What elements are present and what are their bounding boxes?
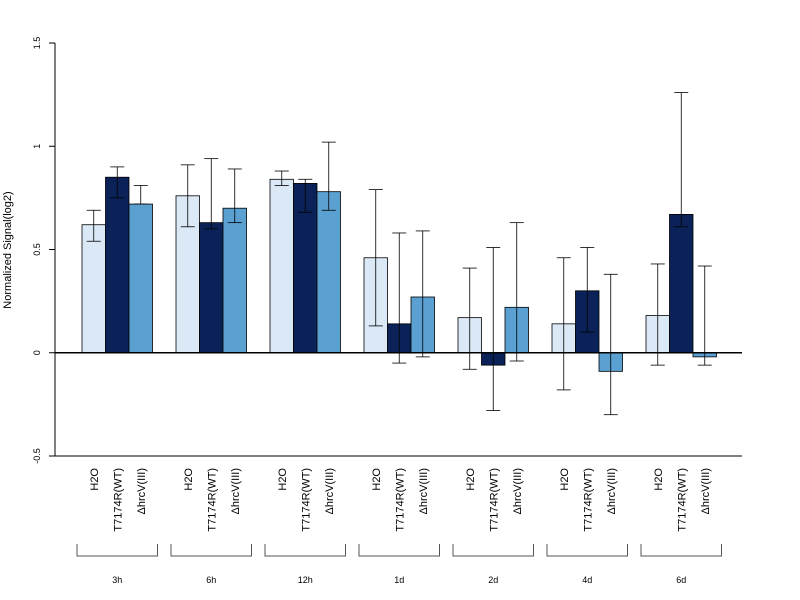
bar — [105, 176, 130, 354]
bar-label: T7174R(WT) — [206, 468, 218, 532]
group-label: 6d — [676, 575, 686, 585]
group-bracket — [76, 544, 158, 557]
bar-label: T7174R(WT) — [394, 468, 406, 532]
group-bracket — [264, 544, 346, 557]
bar — [669, 213, 694, 354]
bar-label: T7174R(WT) — [676, 468, 688, 532]
bar-label: H2O — [89, 468, 101, 491]
bar-label: H2O — [559, 468, 571, 491]
bar-label: ΔhrcV(III) — [512, 468, 524, 514]
bar-label: H2O — [371, 468, 383, 491]
y-tick-label: 1.5 — [32, 37, 42, 50]
group-bracket — [358, 544, 440, 557]
group-label: 1d — [394, 575, 404, 585]
group-label: 4d — [582, 575, 592, 585]
bar-label: H2O — [183, 468, 195, 491]
group-bracket — [452, 544, 534, 557]
bar — [199, 222, 224, 354]
group-label: 2d — [488, 575, 498, 585]
bar — [222, 207, 247, 354]
group-bracket — [640, 544, 722, 557]
y-axis-title: Normalized Signal(log2) — [2, 191, 14, 308]
bar-label: ΔhrcV(III) — [700, 468, 712, 514]
group-label: 6h — [206, 575, 216, 585]
bar-label: ΔhrcV(III) — [230, 468, 242, 514]
y-tick-label: -0.5 — [32, 448, 42, 464]
y-tick-label: 0 — [32, 350, 42, 355]
bar — [269, 178, 294, 354]
bar-label: H2O — [277, 468, 289, 491]
group-bracket — [170, 544, 252, 557]
bar — [128, 203, 153, 354]
group-bracket — [546, 544, 628, 557]
bar-label: T7174R(WT) — [112, 468, 124, 532]
bar-label: H2O — [653, 468, 665, 491]
bar-label: ΔhrcV(III) — [324, 468, 336, 514]
bar-label: T7174R(WT) — [582, 468, 594, 532]
y-tick-label: 0.5 — [32, 243, 42, 256]
bar-label: ΔhrcV(III) — [606, 468, 618, 514]
y-tick-label: 1 — [32, 144, 42, 149]
group-label: 3h — [112, 575, 122, 585]
group-label: 12h — [298, 575, 313, 585]
bar — [316, 191, 341, 354]
bar-label: T7174R(WT) — [300, 468, 312, 532]
bar-label: ΔhrcV(III) — [136, 468, 148, 514]
bar-label: H2O — [465, 468, 477, 491]
bar-label: ΔhrcV(III) — [418, 468, 430, 514]
bar — [81, 224, 106, 354]
bar-label: T7174R(WT) — [488, 468, 500, 532]
